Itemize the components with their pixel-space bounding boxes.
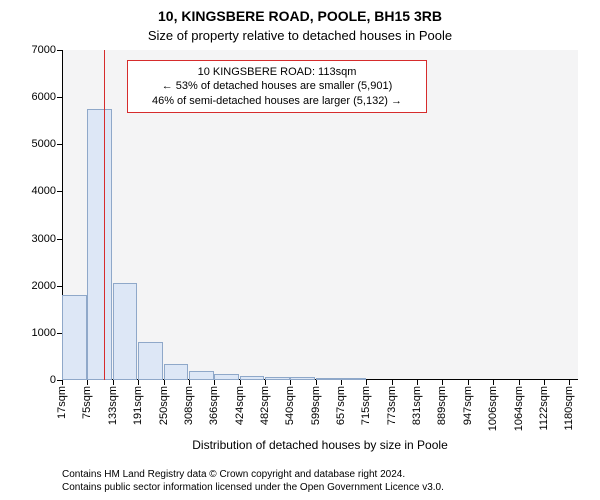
y-tick-mark	[57, 286, 62, 287]
y-tick-mark	[57, 191, 62, 192]
x-tick-mark	[468, 380, 469, 385]
histogram-bar	[265, 377, 290, 380]
x-tick-label: 715sqm	[360, 386, 372, 425]
x-tick-mark	[164, 380, 165, 385]
histogram-bar	[290, 377, 315, 380]
y-tick-mark	[57, 97, 62, 98]
x-tick-label: 250sqm	[158, 386, 170, 425]
title-main: 10, KINGSBERE ROAD, POOLE, BH15 3RB	[0, 8, 600, 24]
histogram-bar	[113, 283, 138, 380]
histogram-bar	[189, 371, 214, 380]
annotation-line: ← 53% of detached houses are smaller (5,…	[136, 79, 418, 93]
plot-area: 0100020003000400050006000700017sqm75sqm1…	[62, 50, 578, 380]
x-tick-label: 831sqm	[411, 386, 423, 425]
annotation-line: 10 KINGSBERE ROAD: 113sqm	[136, 65, 418, 79]
x-tick-mark	[341, 380, 342, 385]
x-tick-mark	[366, 380, 367, 385]
title-sub: Size of property relative to detached ho…	[0, 28, 600, 43]
x-tick-mark	[392, 380, 393, 385]
annotation-box: 10 KINGSBERE ROAD: 113sqm← 53% of detach…	[127, 60, 427, 113]
x-tick-mark	[417, 380, 418, 385]
x-tick-mark	[189, 380, 190, 385]
x-tick-label: 947sqm	[462, 386, 474, 425]
y-tick-mark	[57, 333, 62, 334]
x-tick-mark	[316, 380, 317, 385]
x-tick-label: 191sqm	[132, 386, 144, 425]
y-tick-label: 4000	[32, 185, 56, 197]
y-tick-label: 7000	[32, 44, 56, 56]
x-tick-mark	[138, 380, 139, 385]
histogram-bar	[87, 109, 112, 380]
x-tick-label: 1122sqm	[538, 386, 550, 430]
y-tick-label: 2000	[32, 280, 56, 292]
y-tick-mark	[57, 144, 62, 145]
histogram-bar	[62, 295, 87, 380]
x-tick-mark	[544, 380, 545, 385]
histogram-bar	[341, 378, 366, 380]
x-tick-label: 1006sqm	[487, 386, 499, 431]
marker-line	[104, 50, 105, 380]
y-tick-label: 5000	[32, 138, 56, 150]
x-tick-label: 1064sqm	[513, 386, 525, 431]
annotation-line: 46% of semi-detached houses are larger (…	[136, 94, 418, 108]
x-tick-label: 75sqm	[81, 386, 93, 419]
histogram-bar	[240, 376, 265, 380]
x-tick-label: 17sqm	[56, 386, 68, 419]
y-tick-label: 0	[50, 374, 56, 386]
y-tick-label: 1000	[32, 327, 56, 339]
x-tick-label: 424sqm	[234, 386, 246, 425]
y-tick-label: 6000	[32, 91, 56, 103]
x-tick-label: 889sqm	[436, 386, 448, 425]
footer-line-2: Contains public sector information licen…	[62, 481, 444, 494]
histogram-bar	[138, 342, 163, 380]
footer: Contains HM Land Registry data © Crown c…	[62, 468, 444, 494]
footer-line-1: Contains HM Land Registry data © Crown c…	[62, 468, 444, 481]
y-tick-mark	[57, 239, 62, 240]
histogram-bar	[214, 374, 239, 380]
figure: 10, KINGSBERE ROAD, POOLE, BH15 3RB Size…	[0, 0, 600, 500]
x-tick-mark	[214, 380, 215, 385]
x-tick-mark	[493, 380, 494, 385]
x-tick-mark	[519, 380, 520, 385]
x-tick-mark	[290, 380, 291, 385]
x-tick-label: 1180sqm	[563, 386, 575, 430]
histogram-bar	[164, 364, 189, 381]
x-tick-label: 657sqm	[335, 386, 347, 425]
x-tick-label: 599sqm	[310, 386, 322, 425]
x-tick-label: 482sqm	[259, 386, 271, 425]
x-tick-mark	[87, 380, 88, 385]
y-tick-label: 3000	[32, 233, 56, 245]
histogram-bar	[316, 378, 341, 380]
x-axis-label: Distribution of detached houses by size …	[62, 438, 578, 452]
x-tick-label: 366sqm	[208, 386, 220, 425]
x-tick-label: 133sqm	[107, 386, 119, 425]
x-tick-mark	[240, 380, 241, 385]
x-tick-label: 773sqm	[386, 386, 398, 425]
x-tick-label: 540sqm	[284, 386, 296, 425]
x-tick-mark	[442, 380, 443, 385]
y-tick-mark	[57, 50, 62, 51]
x-tick-mark	[62, 380, 63, 385]
x-tick-mark	[265, 380, 266, 385]
x-tick-mark	[569, 380, 570, 385]
x-tick-mark	[113, 380, 114, 385]
x-tick-label: 308sqm	[183, 386, 195, 425]
